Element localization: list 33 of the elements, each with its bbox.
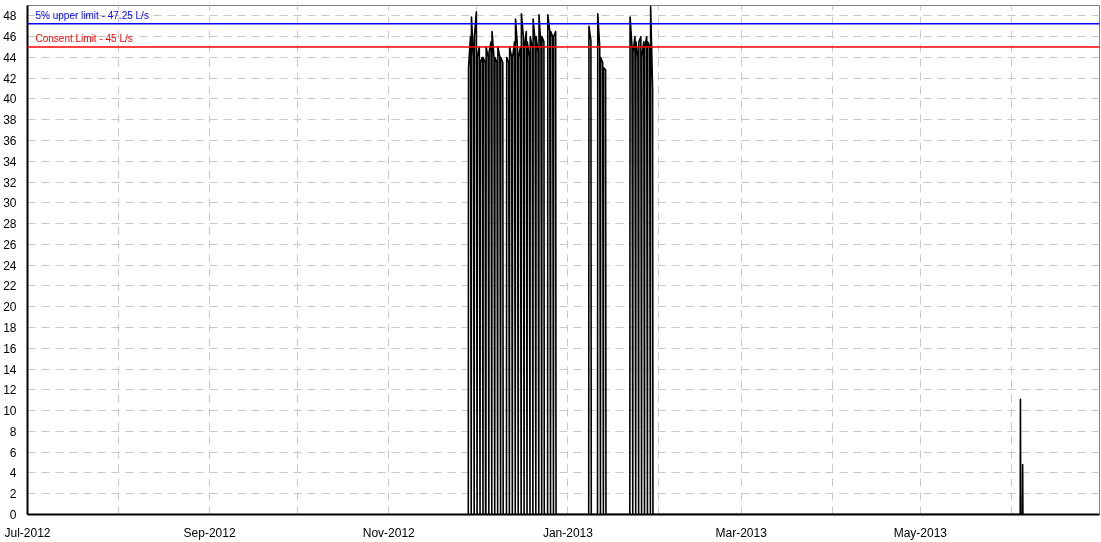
y-tick-label: 24 (3, 258, 17, 273)
x-tick-label: Mar-2013 (715, 525, 768, 540)
y-tick-label: 26 (3, 237, 17, 252)
y-tick-label: 14 (3, 362, 17, 377)
y-tick-label: 44 (3, 50, 17, 65)
y-tick-label: 0 (9, 508, 17, 522)
y-tick-label: 8 (9, 424, 17, 439)
y-tick-label: 10 (3, 404, 17, 419)
x-tick-label: Jan-2013 (542, 525, 594, 540)
y-tick-label: 20 (3, 300, 17, 315)
y-tick-label: 30 (3, 196, 17, 211)
y-tick-label: 16 (3, 341, 17, 356)
ref-line-label: 5% upper limit - 47.25 L/s (35, 9, 149, 21)
y-tick-label: 38 (3, 113, 17, 128)
y-tick-label: 34 (3, 154, 17, 169)
y-tick-label: 40 (3, 92, 17, 107)
y-tick-label: 2 (9, 487, 17, 502)
y-tick-label: 48 (3, 9, 17, 24)
y-tick-label: 6 (9, 445, 17, 460)
y-tick-label: 32 (3, 175, 17, 190)
y-tick-label: 22 (3, 279, 17, 294)
y-tick-label: 28 (3, 217, 17, 232)
x-tick-label: Sep-2012 (183, 525, 236, 540)
ref-line-label: Consent Limit - 45 L/s (35, 33, 133, 45)
y-tick-label: 46 (3, 30, 17, 45)
y-tick-label: 36 (3, 134, 17, 149)
x-tick-label: Nov-2012 (362, 525, 416, 540)
y-tick-label: 4 (9, 466, 17, 481)
y-tick-label: 18 (3, 321, 17, 336)
y-tick-label: 42 (3, 71, 17, 86)
x-tick-label: Jul-2012 (4, 525, 51, 540)
x-tick-label: May-2013 (893, 525, 948, 540)
y-tick-label: 12 (3, 383, 17, 398)
